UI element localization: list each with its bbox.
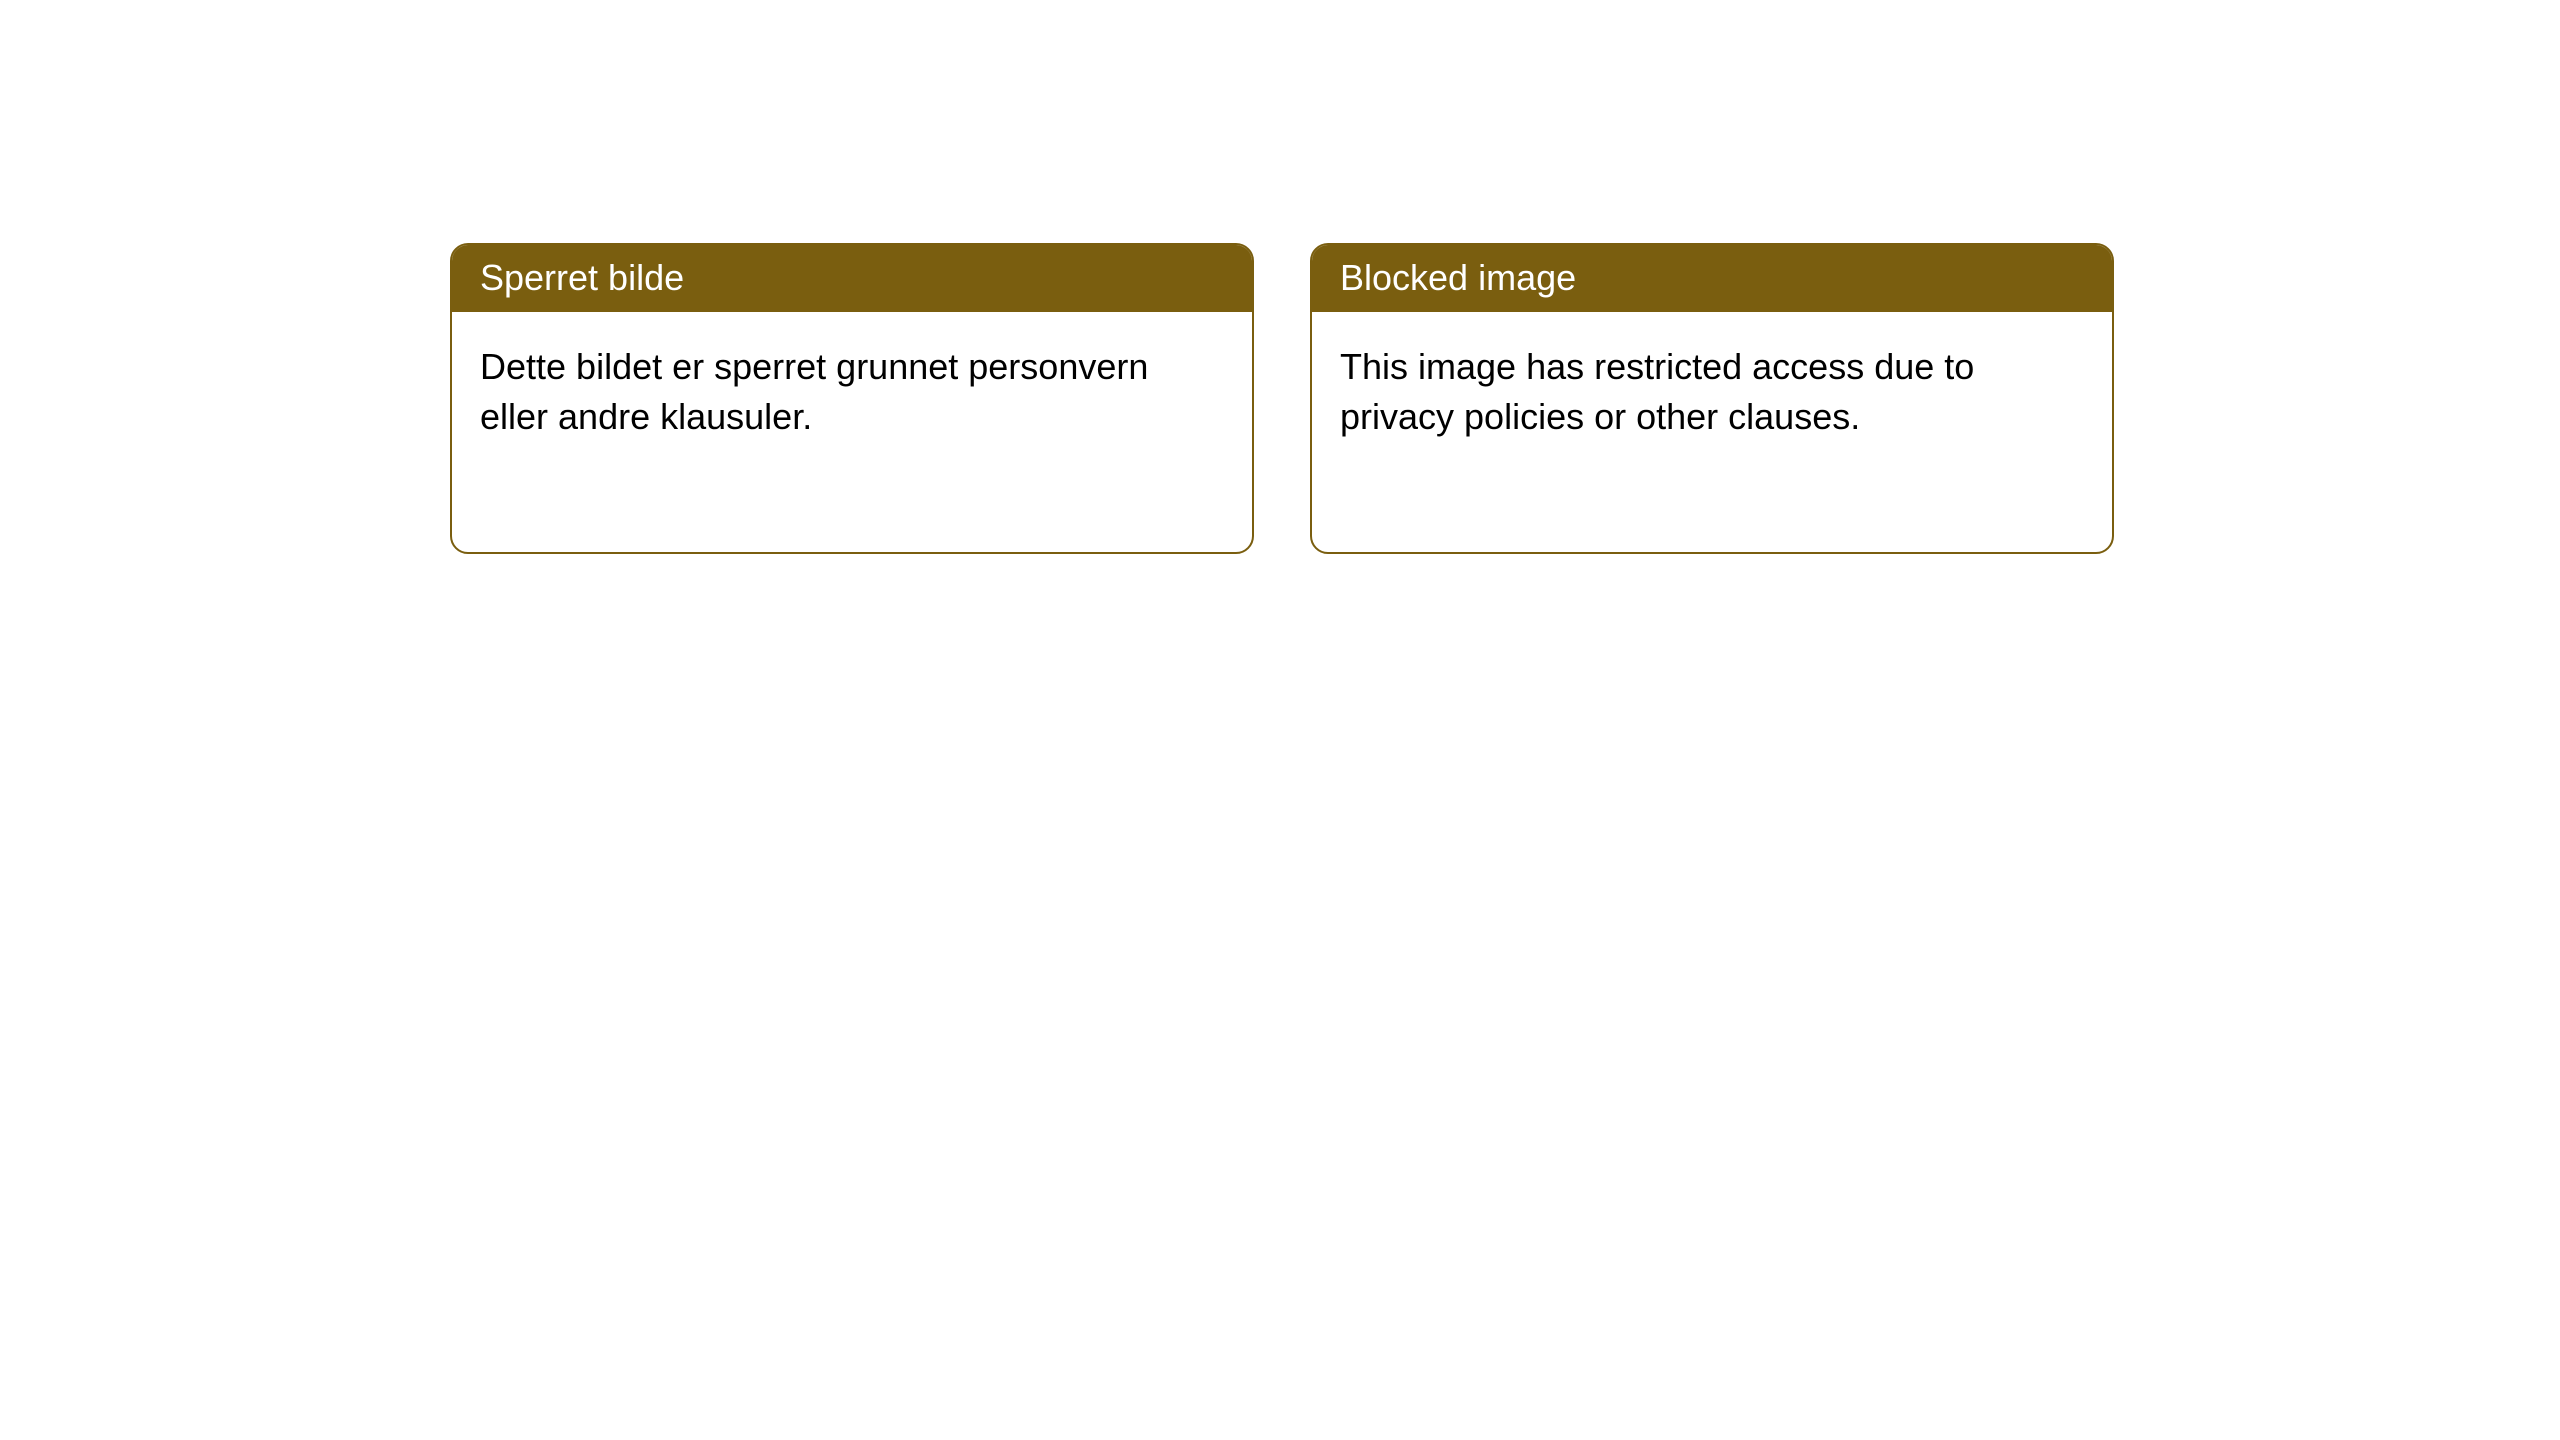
notice-card-english: Blocked image This image has restricted … [1310, 243, 2114, 554]
notice-header: Blocked image [1312, 245, 2112, 312]
notice-header: Sperret bilde [452, 245, 1252, 312]
notice-card-norwegian: Sperret bilde Dette bildet er sperret gr… [450, 243, 1254, 554]
notice-container: Sperret bilde Dette bildet er sperret gr… [0, 0, 2560, 554]
notice-body: This image has restricted access due to … [1312, 312, 2112, 552]
notice-body: Dette bildet er sperret grunnet personve… [452, 312, 1252, 552]
